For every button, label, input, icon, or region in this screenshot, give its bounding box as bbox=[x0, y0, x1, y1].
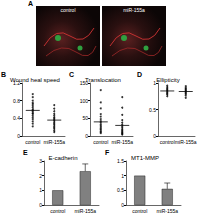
svg-text:Ellipticity: Ellipticity bbox=[156, 77, 179, 83]
svg-text:0.8: 0.8 bbox=[13, 98, 20, 104]
svg-text:control: control bbox=[93, 139, 108, 145]
svg-text:100: 100 bbox=[80, 98, 89, 104]
html-text:D: D bbox=[137, 71, 143, 78]
svg-text:0: 0 bbox=[17, 133, 20, 139]
svg-text:1: 1 bbox=[121, 173, 124, 179]
svg-text:1: 1 bbox=[153, 80, 156, 86]
html-text:control: control bbox=[60, 7, 76, 13]
svg-text:1.5: 1.5 bbox=[117, 158, 124, 164]
html-text:miR-155a: miR-155a bbox=[123, 7, 145, 13]
svg-text:miR-155a: miR-155a bbox=[43, 139, 65, 145]
html-text:B: B bbox=[1, 71, 7, 78]
svg-text:Translocation: Translocation bbox=[85, 77, 121, 83]
svg-text:0: 0 bbox=[85, 133, 88, 139]
svg-text:0: 0 bbox=[121, 202, 124, 208]
svg-text:0: 0 bbox=[153, 133, 156, 139]
svg-text:control: control bbox=[25, 139, 40, 145]
svg-text:miR-155a: miR-155a bbox=[74, 208, 96, 214]
svg-text:miR-155a: miR-155a bbox=[175, 139, 197, 145]
html-text:C: C bbox=[69, 71, 75, 78]
svg-text:miR-155a: miR-155a bbox=[156, 208, 178, 214]
svg-text:3: 3 bbox=[39, 158, 42, 164]
svg-text:0.4: 0.4 bbox=[13, 115, 20, 121]
svg-text:0.5: 0.5 bbox=[149, 107, 156, 113]
svg-text:control: control bbox=[132, 208, 147, 214]
svg-text:control: control bbox=[160, 139, 175, 145]
svg-text:150: 150 bbox=[79, 80, 88, 86]
svg-text:control: control bbox=[50, 208, 65, 214]
html-text:E: E bbox=[23, 149, 28, 156]
svg-text:2: 2 bbox=[39, 173, 42, 179]
svg-text:0: 0 bbox=[39, 202, 42, 208]
html-text:A: A bbox=[28, 0, 34, 7]
svg-text:50: 50 bbox=[82, 115, 88, 121]
svg-text:MT1-MMP: MT1-MMP bbox=[131, 155, 159, 161]
svg-text:Wound heal speed: Wound heal speed bbox=[10, 77, 60, 83]
svg-text:0.5: 0.5 bbox=[117, 187, 124, 193]
svg-text:1: 1 bbox=[39, 187, 42, 193]
svg-text:miR-155a: miR-155a bbox=[111, 139, 133, 145]
svg-text:1.2: 1.2 bbox=[13, 80, 20, 86]
html-text:F: F bbox=[105, 149, 110, 156]
svg-text:E-cadherin: E-cadherin bbox=[48, 155, 77, 161]
